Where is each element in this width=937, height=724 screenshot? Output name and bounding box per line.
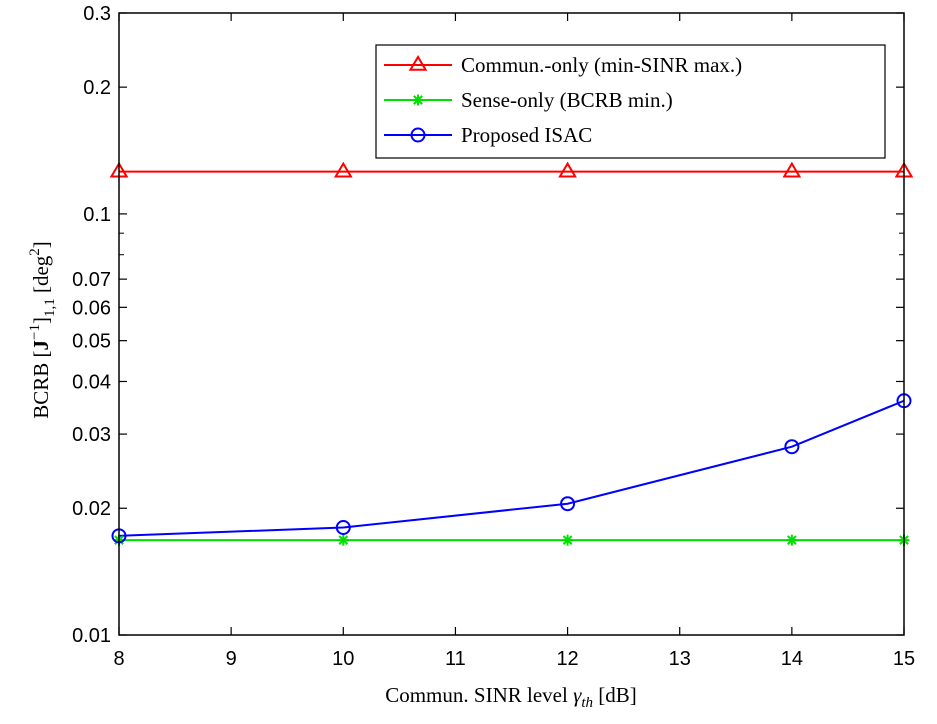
x-label-prefix: Commun. SINR level xyxy=(385,683,573,707)
y-label-close: ] xyxy=(29,317,53,324)
y-tick-label: 0.2 xyxy=(83,77,111,99)
data-point-0-3 xyxy=(782,161,802,178)
data-point-2-2 xyxy=(560,496,576,512)
y-label-sub: 1,1 xyxy=(42,298,58,317)
x-label-suffix: [dB] xyxy=(593,683,637,707)
legend-label-2: Proposed ISAC xyxy=(461,123,592,147)
data-point-2-3 xyxy=(784,439,800,455)
data-point-1-2 xyxy=(562,534,574,546)
y-tick-label: 0.01 xyxy=(72,625,111,647)
y-tick-label: 0.04 xyxy=(72,371,111,393)
legend-box xyxy=(375,44,886,159)
data-point-1-1 xyxy=(337,534,349,546)
x-axis-label: Commun. SINR level γth [dB] xyxy=(385,683,637,711)
x-tick-label: 10 xyxy=(332,648,354,670)
x-label-symbol: γ xyxy=(573,683,582,707)
y-axis-label: BCRB [J−1]1,1 [deg2] xyxy=(27,241,58,419)
x-tick-label: 8 xyxy=(113,648,124,670)
y-label-bold: J xyxy=(29,340,53,351)
x-label-subscript: th xyxy=(581,695,593,711)
legend-marker-0 xyxy=(408,55,428,71)
data-point-0-1 xyxy=(333,161,353,178)
plot-frame xyxy=(118,12,905,636)
y-tick-label: 0.03 xyxy=(72,424,111,446)
y-label-unit-open: [deg xyxy=(29,255,53,298)
y-tick-label: 0.02 xyxy=(72,498,111,520)
y-tick-label: 0.1 xyxy=(83,204,111,226)
x-tick-label: 15 xyxy=(893,648,915,670)
x-tick-label: 12 xyxy=(556,648,578,670)
y-tick-label: 0.06 xyxy=(72,297,111,319)
x-tick-label: 9 xyxy=(226,648,237,670)
x-tick-label: 11 xyxy=(445,648,466,670)
y-tick-label: 0.05 xyxy=(72,331,111,353)
legend-label-1: Sense-only (BCRB min.) xyxy=(461,88,673,112)
series-line-2 xyxy=(118,399,905,537)
y-tick-label: 0.3 xyxy=(83,3,111,25)
legend-marker-2 xyxy=(410,127,426,143)
y-label-prefix: BCRB [ xyxy=(29,351,53,419)
y-tick-label: 0.07 xyxy=(72,269,111,291)
x-tick-label: 14 xyxy=(781,648,803,670)
y-tick-labels: 0.01 0.02 0.03 0.04 0.05 0.06 0.07 0.1 0.2 0.3 xyxy=(72,3,111,647)
data-point-2-1 xyxy=(335,520,351,536)
x-tick-label: 13 xyxy=(669,648,691,670)
legend-marker-1 xyxy=(412,94,424,106)
y-label-sup1: −1 xyxy=(27,324,43,340)
legend-label-0: Commun.-only (min-SINR max.) xyxy=(461,53,742,77)
y-label-sup2: 2 xyxy=(27,248,43,256)
data-point-1-3 xyxy=(786,534,798,546)
data-point-0-2 xyxy=(558,161,577,178)
x-tick-labels: 8 9 10 11 12 13 14 15 xyxy=(113,648,915,670)
y-label-unit-close: ] xyxy=(29,241,53,248)
legend: Commun.-only (min-SINR max.) Sense-only (… xyxy=(375,44,886,159)
